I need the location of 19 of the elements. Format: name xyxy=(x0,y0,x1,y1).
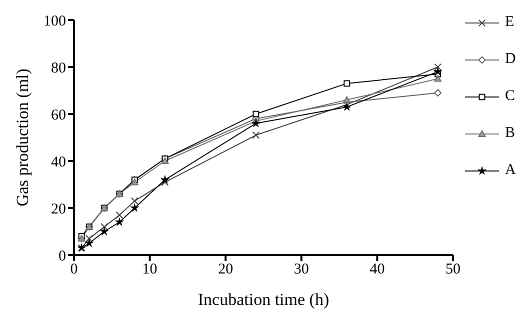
legend-label: B xyxy=(505,125,516,142)
y-axis-title: Gas production (ml) xyxy=(13,68,32,206)
y-tick-label: 20 xyxy=(51,201,66,218)
x-axis-title: Incubation time (h) xyxy=(198,290,330,309)
y-tick-label: 60 xyxy=(51,107,66,124)
x-tick-label: 0 xyxy=(70,262,78,278)
legend-label: E xyxy=(505,14,514,31)
x-tick-label: 20 xyxy=(218,262,234,278)
x-tick-label: 30 xyxy=(294,262,309,278)
y-tick-label: 0 xyxy=(58,248,66,264)
y-tick-label: 80 xyxy=(51,60,66,76)
legend-label: C xyxy=(505,88,516,105)
y-tick-label: 100 xyxy=(44,13,66,30)
legend-label: D xyxy=(505,51,516,68)
x-tick-label: 50 xyxy=(446,262,460,278)
x-tick-label: 40 xyxy=(370,262,385,278)
y-tick-label: 40 xyxy=(51,154,66,170)
legend-label: A xyxy=(505,162,516,179)
x-tick-label: 10 xyxy=(142,262,158,278)
